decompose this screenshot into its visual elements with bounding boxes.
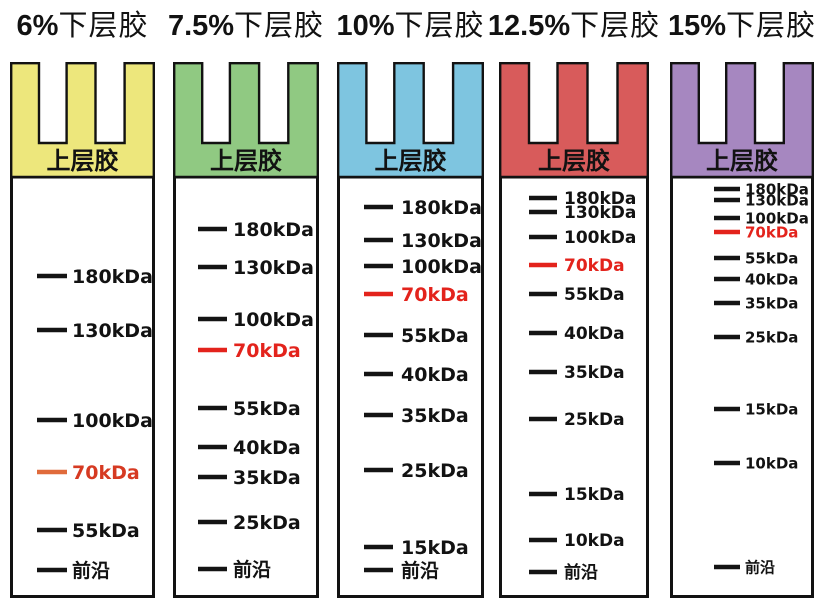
marker-band-label-25kda: 25kDa	[564, 410, 625, 430]
marker-band-label-180kda: 180kDa	[72, 266, 153, 288]
panel-title-percent: 15%	[667, 10, 727, 42]
marker-band-label-100kda: 100kDa	[745, 209, 809, 227]
marker-band-label-40kda: 40kDa	[745, 270, 798, 288]
marker-band-label-15kda: 15kDa	[745, 400, 798, 418]
marker-band-label-40kda: 40kDa	[233, 437, 301, 459]
lower-gel-box	[173, 175, 319, 598]
marker-band-label-130kda: 130kDa	[564, 203, 636, 223]
marker-band-label-10kda: 10kDa	[564, 531, 625, 551]
marker-band-label-130kda: 130kDa	[72, 320, 153, 342]
upper-gel-label: 上层胶	[47, 147, 119, 175]
marker-band-label-25kda: 25kDa	[401, 460, 469, 482]
front-edge-label: 前沿	[401, 559, 439, 582]
marker-band-label-130kda: 130kDa	[233, 257, 314, 279]
marker-band-label-130kda: 130kDa	[745, 191, 809, 209]
front-edge-label: 前沿	[745, 558, 775, 576]
upper-gel-label: 上层胶	[538, 147, 610, 175]
upper-gel-label: 上层胶	[210, 147, 282, 175]
marker-band-label-15kda: 15kDa	[564, 485, 625, 505]
panel-title: 15%下层胶	[668, 6, 816, 45]
panel-title: 12.5%下层胶	[488, 6, 660, 45]
marker-band-label-25kda: 25kDa	[233, 512, 301, 534]
marker-band-label-35kda: 35kDa	[401, 405, 469, 427]
gel-panel-15%: 15%下层胶上层胶 180kDa 130kDa 100kDa 70kDa 55kDa 40k…	[668, 0, 816, 614]
panel-title-suffix: 下层胶	[570, 8, 661, 42]
marker-band-label-180kda: 180kDa	[233, 219, 314, 241]
front-edge-label: 前沿	[72, 559, 110, 582]
marker-band-label-100kda: 100kDa	[401, 256, 482, 278]
front-edge-label: 前沿	[564, 562, 598, 583]
upper-gel-label: 上层胶	[375, 147, 447, 175]
panel-title-suffix: 下层胶	[58, 8, 149, 42]
panel-title: 6%下层胶	[17, 6, 149, 45]
gel-svg: 上层胶 180kDa 130kDa 100kDa 70kDa 55kDa 前沿	[10, 62, 155, 598]
marker-band-label-55kda: 55kDa	[745, 249, 798, 267]
panel-title-percent: 6%	[16, 10, 59, 42]
panel-title-suffix: 下层胶	[726, 8, 817, 42]
marker-band-label-40kda: 40kDa	[564, 324, 625, 344]
marker-band-label-70kda: 70kDa	[745, 223, 798, 241]
marker-band-label-25kda: 25kDa	[745, 328, 798, 346]
panel-title-percent: 10%	[336, 10, 395, 42]
lower-gel-box	[670, 175, 814, 598]
marker-band-label-55kda: 55kDa	[564, 285, 625, 305]
gel-panel-7.5%: 7.5%下层胶上层胶 180kDa 130kDa 100kDa 70kDa 55kDa 40…	[168, 0, 323, 614]
gel-svg: 上层胶 180kDa 130kDa 100kDa 70kDa 55kDa 40kDa 35kD…	[173, 62, 319, 598]
marker-band-label-100kda: 100kDa	[233, 309, 314, 331]
marker-band-label-35kda: 35kDa	[233, 467, 301, 489]
marker-band-label-70kda: 70kDa	[564, 256, 625, 276]
upper-gel-shape	[670, 62, 814, 179]
marker-band-label-70kda: 70kDa	[233, 340, 301, 362]
marker-band-label-15kda: 15kDa	[401, 537, 469, 559]
marker-band-label-10kda: 10kDa	[745, 454, 798, 472]
panel-title: 7.5%下层胶	[168, 6, 324, 45]
gel-svg: 上层胶 180kDa 130kDa 100kDa 70kDa 55kDa 40kDa 35kD…	[337, 62, 484, 598]
lower-gel-box	[337, 175, 484, 598]
gel-panel-12.5%: 12.5%下层胶上层胶 180kDa 130kDa 100kDa 70kDa 55kDa 4…	[488, 0, 659, 614]
marker-band-label-55kda: 55kDa	[401, 325, 469, 347]
marker-band-label-70kda: 70kDa	[72, 462, 140, 484]
panel-title-suffix: 下层胶	[394, 8, 485, 42]
marker-band-label-55kda: 55kDa	[72, 520, 140, 542]
upper-gel-shape	[173, 62, 319, 179]
marker-band-label-35kda: 35kDa	[564, 363, 625, 383]
front-edge-label: 前沿	[233, 558, 271, 581]
gel-panel-10%: 10%下层胶上层胶 180kDa 130kDa 100kDa 70kDa 55kDa 40k…	[336, 0, 484, 614]
panel-title-suffix: 下层胶	[234, 8, 325, 42]
upper-gel-shape	[337, 62, 484, 179]
marker-band-label-70kda: 70kDa	[401, 284, 469, 306]
upper-gel-shape	[499, 62, 649, 179]
marker-band-label-55kda: 55kDa	[233, 398, 301, 420]
upper-gel-label: 上层胶	[706, 147, 778, 175]
panel-title: 10%下层胶	[336, 6, 484, 45]
panel-title-percent: 12.5%	[487, 10, 571, 42]
gel-panel-6%: 6%下层胶上层胶 180kDa 130kDa 100kDa 70kDa 55kDa 前沿	[10, 0, 155, 614]
upper-gel-shape	[10, 62, 155, 179]
panel-title-percent: 7.5%	[167, 10, 235, 42]
marker-band-label-180kda: 180kDa	[745, 180, 809, 198]
marker-band-label-100kda: 100kDa	[72, 410, 153, 432]
marker-band-label-40kda: 40kDa	[401, 364, 469, 386]
marker-band-label-35kda: 35kDa	[745, 294, 798, 312]
marker-band-label-180kda: 180kDa	[564, 189, 636, 209]
marker-band-label-180kda: 180kDa	[401, 197, 482, 219]
marker-band-label-130kda: 130kDa	[401, 230, 482, 252]
marker-band-label-100kda: 100kDa	[564, 228, 636, 248]
lower-gel-box	[10, 175, 155, 598]
